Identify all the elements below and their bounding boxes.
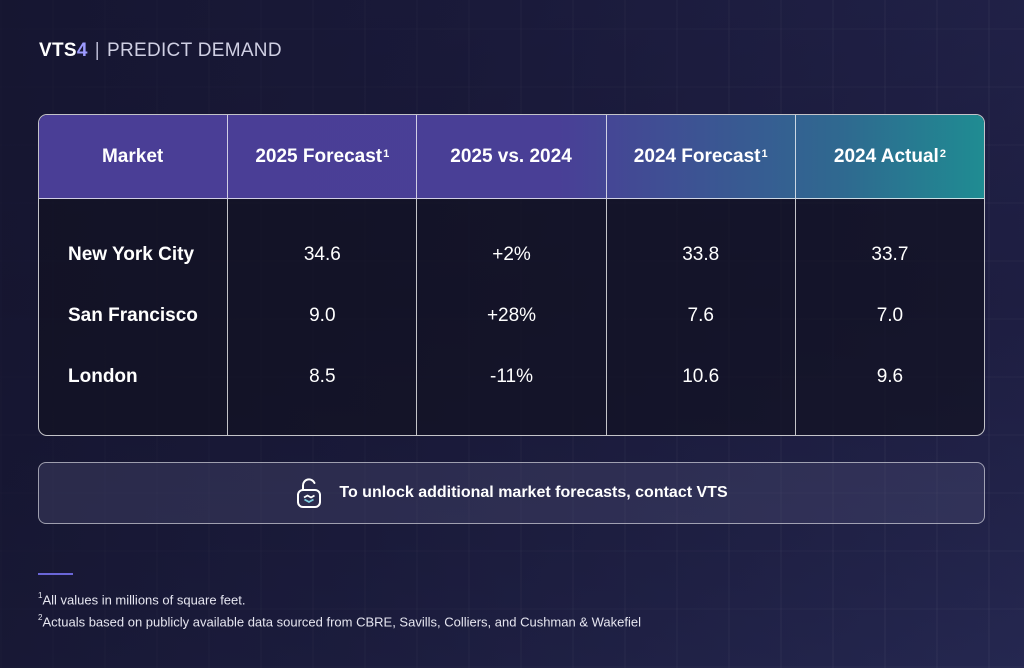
column-2024-actual: 33.7 7.0 9.6 bbox=[796, 199, 984, 435]
column-market: New York City San Francisco London bbox=[39, 199, 229, 435]
column-header-2024-forecast: 2024 Forecast 1 bbox=[607, 115, 796, 198]
footnote: 2Actuals based on publicly available dat… bbox=[38, 613, 641, 630]
table-cell-2024-actual: 7.0 bbox=[876, 305, 904, 326]
column-header-2025-forecast: 2025 Forecast 1 bbox=[228, 115, 418, 198]
table-header-row: Market 2025 Forecast 1 2025 vs. 2024 2024… bbox=[39, 115, 984, 199]
page-header: VTS4 | PREDICT DEMAND bbox=[39, 40, 282, 62]
unlock-icon bbox=[295, 477, 323, 509]
forecast-table: Market 2025 Forecast 1 2025 vs. 2024 2024… bbox=[38, 114, 985, 436]
contact-vts-button[interactable]: To unlock additional market forecasts, c… bbox=[38, 462, 985, 524]
footnotes: 1All values in millions of square feet. … bbox=[38, 587, 641, 632]
table-cell-2025-forecast: 9.0 bbox=[309, 305, 336, 326]
brand-logo: VTS4 bbox=[39, 40, 88, 61]
table-body: New York City San Francisco London 34.6 … bbox=[39, 199, 984, 435]
column-header-2024-actual: 2024 Actual 2 bbox=[833, 145, 946, 167]
table-cell-change: +2% bbox=[492, 244, 531, 265]
column-header-market: Market bbox=[39, 115, 229, 198]
table-cell-change: +28% bbox=[486, 305, 537, 326]
table-cell-change: -11% bbox=[490, 366, 533, 387]
table-cell-2024-forecast: 10.6 bbox=[682, 366, 720, 387]
column-2025-vs-2024: +2% +28% -11% bbox=[417, 199, 607, 435]
footnote: 1All values in millions of square feet. bbox=[38, 591, 246, 608]
cta-label: To unlock additional market forecasts, c… bbox=[339, 484, 728, 501]
column-2025-forecast: 34.6 9.0 8.5 bbox=[228, 199, 418, 435]
table-cell-2024-forecast: 7.6 bbox=[687, 305, 714, 326]
table-cell-2024-actual: 9.6 bbox=[876, 366, 904, 387]
table-cell-2025-forecast: 8.5 bbox=[309, 366, 336, 387]
footer-divider bbox=[38, 573, 73, 575]
header-separator: | bbox=[94, 40, 100, 61]
table-cell-market: New York City bbox=[68, 244, 195, 265]
table-cell-2025-forecast: 34.6 bbox=[303, 244, 341, 265]
page-title: PREDICT DEMAND bbox=[106, 40, 282, 61]
table-cell-2024-forecast: 33.8 bbox=[682, 244, 720, 265]
table-cell-2024-actual: 33.7 bbox=[871, 244, 909, 265]
table-cell-market: London bbox=[68, 366, 138, 387]
column-header-2025-vs-2024: 2025 vs. 2024 bbox=[417, 115, 607, 198]
table-cell-market: San Francisco bbox=[68, 305, 198, 326]
column-2024-forecast: 33.8 7.6 10.6 bbox=[607, 199, 796, 435]
